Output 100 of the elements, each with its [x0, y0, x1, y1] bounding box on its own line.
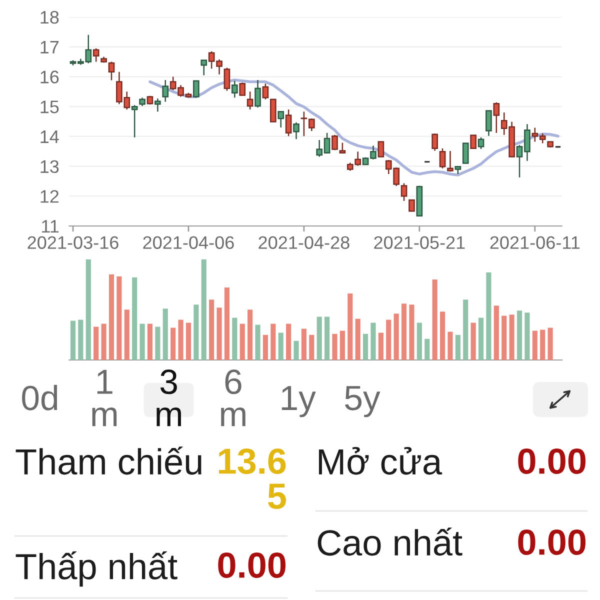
- bar: [216, 308, 222, 360]
- text: 3m: [156, 370, 181, 426]
- bar: [502, 316, 507, 360]
- candlestick: [254, 79, 261, 108]
- candlestick: [108, 61, 115, 81]
- y-tick-label: 12: [40, 190, 59, 203]
- bar: [316, 316, 322, 360]
- bar: [201, 259, 206, 360]
- bar: [416, 322, 422, 360]
- bar: [140, 324, 145, 360]
- category-label: Thấp nhất: [16, 551, 178, 587]
- candlestick: [262, 82, 269, 100]
- bar: [178, 320, 184, 360]
- x-tick-label: 2021-04-28: [258, 236, 350, 249]
- candlestick: [493, 102, 500, 134]
- bar: [463, 300, 468, 360]
- bar: [301, 328, 306, 360]
- bar: [86, 259, 91, 360]
- candlestick: [193, 80, 200, 98]
- bar: [124, 310, 130, 360]
- candlestick: [270, 98, 276, 122]
- bar: [170, 328, 176, 360]
- bar: [186, 322, 192, 360]
- candlestick: [146, 95, 154, 106]
- y-tick-label: 18: [40, 10, 59, 24]
- bar: [232, 318, 238, 360]
- text: 0.00: [218, 552, 286, 578]
- bar: [486, 272, 492, 360]
- text: 0.00: [518, 448, 586, 474]
- bar: [162, 308, 168, 360]
- text: 1m: [92, 370, 117, 426]
- x-tick-label: 2021-06-11: [490, 236, 580, 249]
- candlestick: [224, 67, 230, 92]
- bar: [209, 300, 214, 360]
- candlestick: [239, 82, 246, 96]
- bar: [378, 332, 384, 360]
- candlestick: [300, 111, 308, 137]
- candlestick: [439, 148, 446, 169]
- bar: [409, 304, 414, 360]
- bar: [424, 338, 430, 360]
- candlestick: [100, 56, 107, 64]
- y-tick-label: 14: [40, 130, 59, 143]
- candlestick: [447, 150, 454, 172]
- bar: [224, 287, 230, 360]
- bar: [155, 326, 160, 360]
- y-tick-label: 17: [40, 40, 59, 54]
- candlestick: [200, 59, 208, 76]
- candlestick: [416, 185, 423, 218]
- candlestick: [278, 110, 284, 128]
- candlestick: [478, 136, 484, 150]
- bar: [348, 294, 353, 360]
- candlestick: [246, 91, 254, 110]
- candlestick: [332, 134, 338, 151]
- candlestick: [486, 110, 492, 136]
- bar: [240, 324, 245, 360]
- bar: [394, 314, 399, 360]
- x-tick-label: 2021-05-21: [374, 236, 465, 249]
- y-tick-label: 13: [40, 160, 59, 174]
- bar: [278, 332, 284, 360]
- bar: [432, 279, 438, 360]
- candlestick: [408, 198, 415, 212]
- category-label: Cao nhất: [318, 528, 462, 556]
- candlestick: [547, 140, 554, 148]
- bar: [116, 276, 122, 360]
- bar: [309, 334, 314, 360]
- bar: [262, 334, 268, 360]
- bar: [448, 332, 453, 360]
- x-tick-label: 2021-04-06: [143, 236, 234, 249]
- bar: [540, 330, 546, 360]
- text: 5y: [345, 386, 380, 418]
- bar: [70, 320, 76, 360]
- y-tick-label: 15: [40, 100, 59, 114]
- candlestick: [162, 79, 169, 102]
- bar: [440, 312, 446, 360]
- bar: [401, 304, 407, 360]
- candlestick: [462, 142, 469, 165]
- candlestick: [339, 142, 346, 154]
- bar: [270, 324, 276, 360]
- candlestick: [154, 98, 161, 112]
- bar: [516, 310, 522, 360]
- line-series: [148, 78, 560, 176]
- bar: [132, 277, 138, 360]
- candlestick: [470, 134, 476, 150]
- candlestick: [378, 140, 384, 158]
- candlestick: [285, 108, 292, 137]
- bar: [101, 324, 106, 360]
- bar: [255, 324, 260, 360]
- bar: [548, 328, 553, 360]
- bar: [286, 324, 292, 360]
- bar: [478, 318, 484, 360]
- y-tick-label: 16: [40, 70, 59, 84]
- bar: [194, 304, 199, 360]
- bar: [455, 334, 460, 360]
- candlestick: [454, 165, 462, 175]
- bar: [147, 324, 153, 360]
- bar: [355, 318, 360, 360]
- bar: [94, 326, 99, 360]
- bar: [294, 340, 299, 360]
- text: 0d: [22, 384, 58, 410]
- x-tick-label: 2021-03-16: [28, 236, 118, 249]
